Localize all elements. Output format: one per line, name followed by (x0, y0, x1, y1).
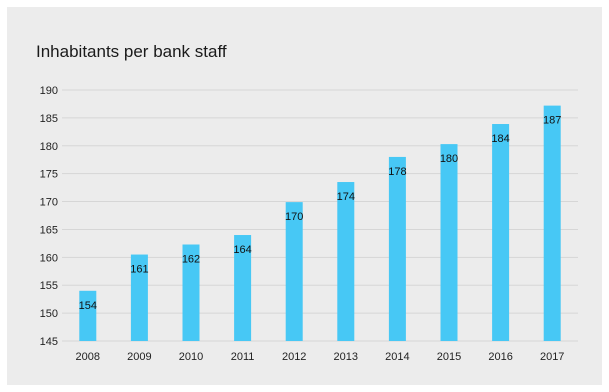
x-tick-label: 2008 (76, 351, 100, 363)
x-tick-label: 2013 (334, 351, 358, 363)
y-tick-label: 160 (40, 252, 58, 264)
y-tick-label: 145 (40, 336, 58, 348)
data-label-2009: 161 (130, 264, 148, 276)
bar-2008 (79, 290, 97, 341)
x-tick-label: 2009 (127, 351, 151, 363)
bar-2013 (337, 182, 355, 341)
bar-2012 (285, 202, 303, 341)
grid-lines (62, 89, 578, 342)
y-axis: 145 150 155 160 165 170 175 180 185 190 (40, 85, 58, 348)
x-tick-label: 2017 (540, 351, 564, 363)
bar-2015 (440, 144, 458, 341)
data-label-2013: 174 (337, 191, 355, 203)
x-tick-label: 2011 (231, 351, 255, 363)
bar-2016 (492, 124, 510, 341)
x-tick-label: 2014 (385, 351, 409, 363)
chart-title: Inhabitants per bank staff (36, 42, 227, 61)
y-tick-label: 190 (40, 85, 58, 97)
bar-2017 (543, 105, 561, 342)
data-label-2010: 162 (182, 254, 200, 266)
y-tick-label: 165 (40, 224, 58, 236)
y-tick-label: 185 (40, 113, 58, 125)
data-label-2014: 178 (388, 166, 406, 178)
bar-2011 (234, 235, 252, 341)
x-tick-label: 2010 (179, 351, 203, 363)
data-label-2015: 180 (440, 153, 458, 165)
bar-2009 (130, 254, 148, 341)
data-labels: 154 161 162 164 170 174 178 180 184 187 (79, 115, 562, 312)
y-tick-label: 180 (40, 141, 58, 153)
data-label-2017: 187 (543, 115, 561, 127)
data-label-2016: 184 (491, 133, 509, 145)
data-label-2008: 154 (79, 300, 97, 312)
x-tick-label: 2016 (488, 351, 512, 363)
bars (79, 105, 561, 342)
y-tick-label: 175 (40, 169, 58, 181)
bar-2010 (182, 244, 200, 341)
y-tick-label: 155 (40, 280, 58, 292)
x-axis: 2008 2009 2010 2011 2012 2013 2014 2015 2016 2017 (76, 351, 565, 363)
data-label-2012: 170 (285, 211, 303, 223)
data-label-2011: 164 (233, 244, 251, 256)
x-tick-label: 2012 (282, 351, 306, 363)
y-tick-label: 150 (40, 308, 58, 320)
bar-2014 (388, 156, 406, 341)
y-tick-label: 170 (40, 197, 58, 209)
x-tick-label: 2015 (437, 351, 461, 363)
